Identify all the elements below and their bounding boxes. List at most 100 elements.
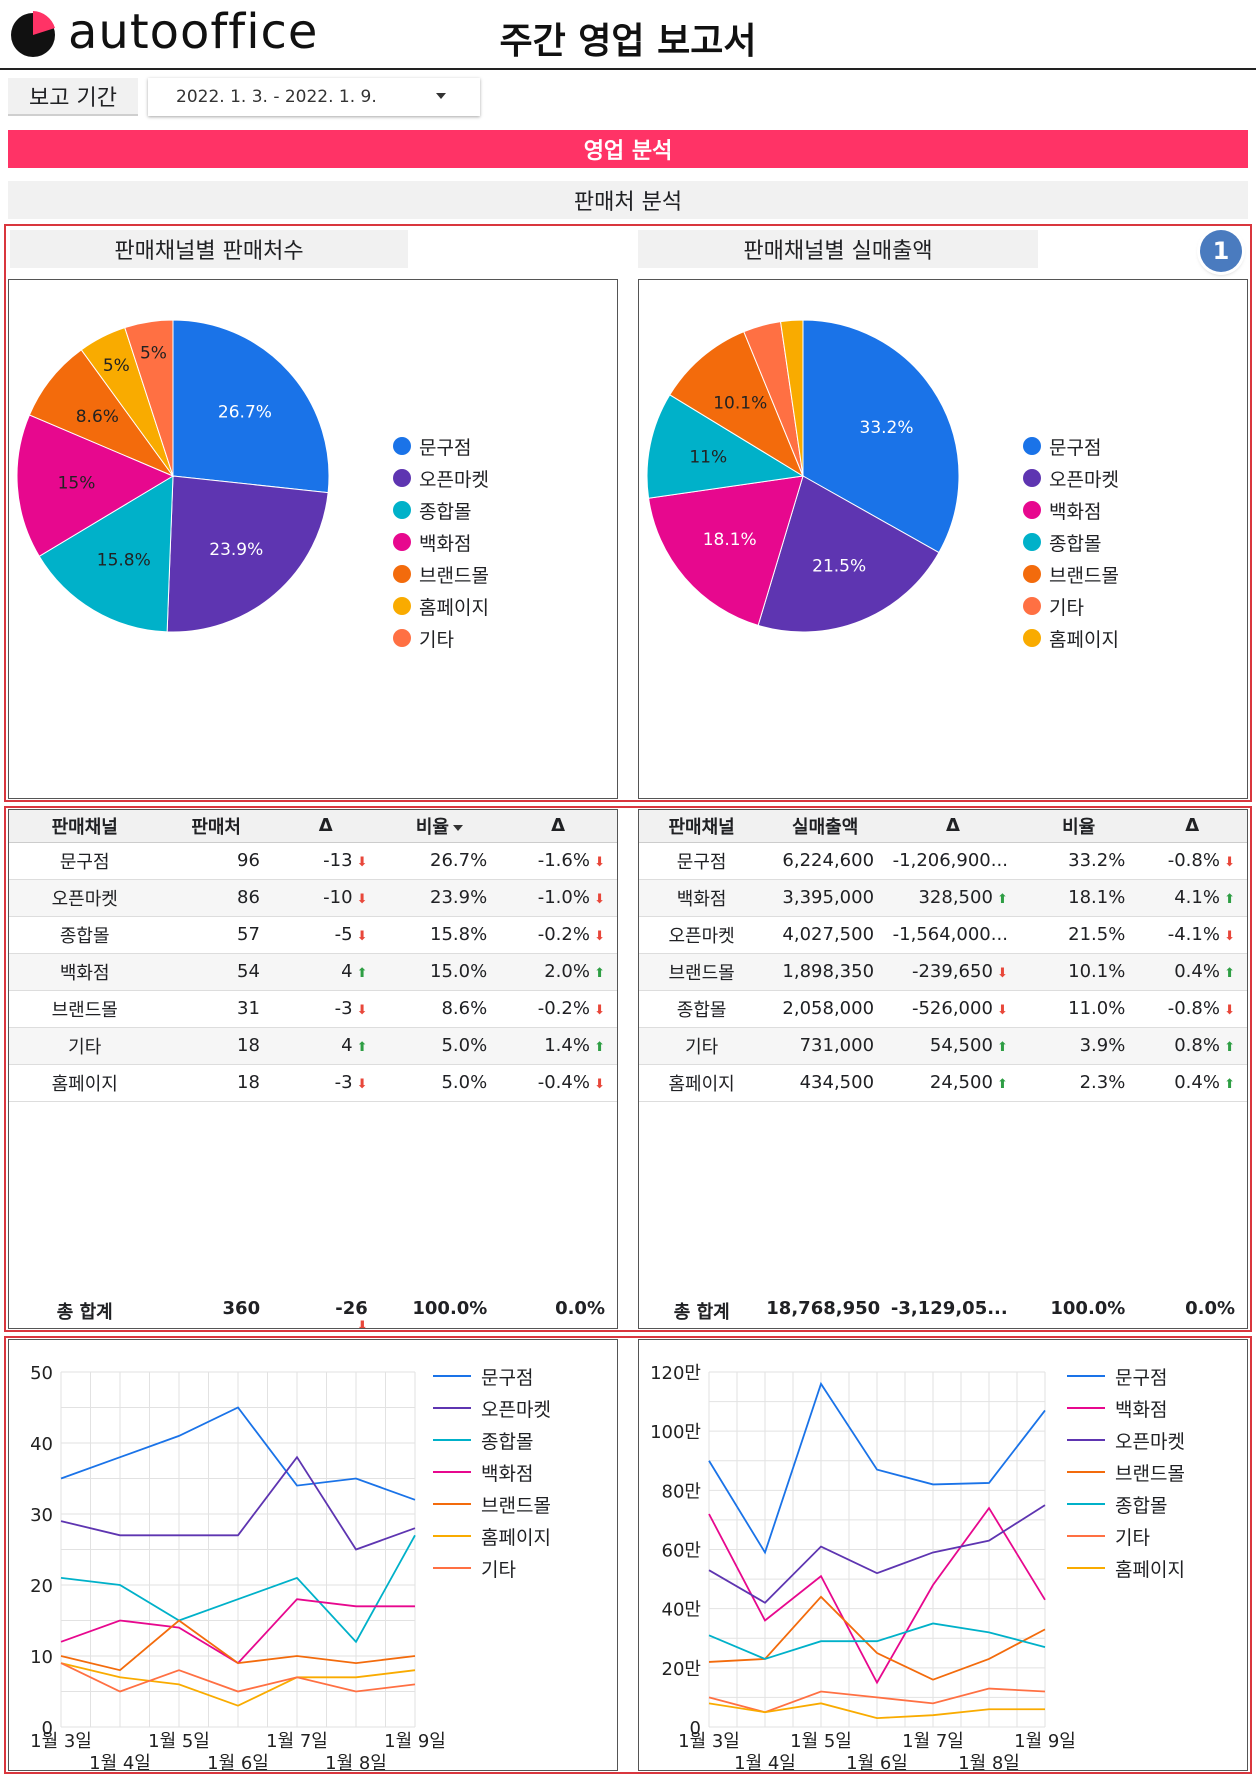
- pie-slice[interactable]: [779, 319, 804, 477]
- legend-item[interactable]: 오픈마켓: [393, 462, 489, 494]
- table-row[interactable]: 홈페이지 434,500 24,500 ⬆ 2.3% 0.4% ⬆: [639, 1064, 1247, 1102]
- pie-slice[interactable]: [38, 475, 174, 633]
- legend-item[interactable]: 종합몰: [393, 494, 489, 526]
- cell-channel: 오픈마켓: [639, 916, 765, 954]
- column-header-channel[interactable]: 판매채널: [639, 810, 765, 843]
- legend-item[interactable]: 기타: [393, 622, 489, 654]
- table-row[interactable]: 기타 731,000 54,500 ⬆ 3.9% 0.8% ⬆: [639, 1027, 1247, 1065]
- legend-item[interactable]: 브랜드몰: [1067, 1456, 1185, 1488]
- column-header-delta[interactable]: Δ: [886, 810, 1020, 843]
- table-row[interactable]: 브랜드몰 31 -3 ⬇ 8.6% -0.2% ⬇: [9, 990, 617, 1028]
- right-line-panel[interactable]: 0 20만 40만 60만 80만 100만 120만 1월 3일 1월 4일 1월 5일 1월 6…: [638, 1339, 1248, 1771]
- right-pie-panel[interactable]: 33.2% 21.5% 18.1% 11% 10.1% 문구점 오픈마켓 백화점 종합몰 브랜드…: [638, 279, 1248, 799]
- series-line[interactable]: [708, 1506, 1046, 1685]
- series-line[interactable]: [708, 1504, 1046, 1604]
- table-row[interactable]: 문구점 96 -13 ⬇ 26.7% -1.6% ⬇: [9, 842, 617, 880]
- report-period-dropdown[interactable]: 2022. 1. 3. - 2022. 1. 9.: [148, 78, 480, 116]
- series-line[interactable]: [60, 1534, 416, 1644]
- table-row[interactable]: 종합몰 57 -5 ⬇ 15.8% -0.2% ⬇: [9, 916, 617, 954]
- left-line-panel[interactable]: 0 10 20 30 40 50 1월 3일 1월 4일 1월 5일 1월 6일 1월 7일 1월 8…: [8, 1339, 618, 1771]
- table-row[interactable]: 홈페이지 18 -3 ⬇ 5.0% -0.4% ⬇: [9, 1064, 617, 1102]
- table-row[interactable]: 오픈마켓 4,027,500 -1,564,000... 21.5% -4.1% ⬇: [639, 916, 1247, 954]
- column-header-ratio-delta[interactable]: Δ: [1137, 810, 1247, 843]
- legend-dot-icon: [393, 565, 411, 583]
- pie-slice[interactable]: [16, 414, 175, 557]
- legend-item[interactable]: 오픈마켓: [1067, 1424, 1185, 1456]
- cell-value: 4,027,500: [764, 916, 887, 954]
- cell-ratio: 11.0%: [1019, 990, 1138, 1028]
- legend-item[interactable]: 기타: [433, 1552, 551, 1584]
- legend-item[interactable]: 종합몰: [1067, 1488, 1185, 1520]
- pie-slice[interactable]: [28, 349, 175, 478]
- table-row[interactable]: 문구점 6,224,600 -1,206,900... 33.2% -0.8% ⬇: [639, 842, 1247, 880]
- table-row[interactable]: 브랜드몰 1,898,350 -239,650 ⬇ 10.1% 0.4% ⬆: [639, 953, 1247, 991]
- column-header-delta[interactable]: Δ: [271, 810, 380, 843]
- series-line[interactable]: [60, 1455, 416, 1551]
- series-line[interactable]: [708, 1381, 1046, 1555]
- legend-label: 종합몰: [1049, 532, 1102, 555]
- y-tick-label: 120만: [650, 1363, 701, 1384]
- pie-slice[interactable]: [172, 319, 330, 494]
- legend-item[interactable]: 백화점: [1067, 1392, 1185, 1424]
- series-line[interactable]: [60, 1406, 416, 1501]
- legend-line-icon: [433, 1471, 471, 1473]
- column-header-ratio[interactable]: 비율: [379, 810, 500, 843]
- pie-slice[interactable]: [648, 475, 804, 627]
- series-line[interactable]: [60, 1662, 416, 1707]
- legend-item[interactable]: 종합몰: [433, 1424, 551, 1456]
- pie-slice-label: 15.8%: [97, 550, 151, 570]
- legend-line-icon: [433, 1567, 471, 1569]
- pie-slice[interactable]: [802, 319, 960, 554]
- cell-ratio: 2.3%: [1019, 1064, 1138, 1102]
- x-tick-label: 1월 4일: [734, 1753, 796, 1770]
- legend-item[interactable]: 종합몰: [1023, 526, 1119, 558]
- legend-item[interactable]: 오픈마켓: [433, 1392, 551, 1424]
- column-header-ratio[interactable]: 비율: [1019, 810, 1138, 843]
- pie-slice[interactable]: [757, 475, 940, 633]
- column-header-revenue[interactable]: 실매출액: [764, 810, 887, 843]
- pie-slice[interactable]: [124, 319, 174, 477]
- legend-item[interactable]: 문구점: [393, 430, 489, 462]
- table-row[interactable]: 기타 18 4 ⬆ 5.0% 1.4% ⬆: [9, 1027, 617, 1065]
- left-pie-title: 판매채널별 판매처수: [10, 230, 408, 268]
- series-line[interactable]: [708, 1702, 1045, 1720]
- legend-item[interactable]: 문구점: [1067, 1360, 1185, 1392]
- legend-item[interactable]: 문구점: [433, 1360, 551, 1392]
- legend-item[interactable]: 백화점: [433, 1456, 551, 1488]
- legend-item[interactable]: 백화점: [1023, 494, 1119, 526]
- legend-item[interactable]: 브랜드몰: [393, 558, 489, 590]
- series-line[interactable]: [708, 1622, 1046, 1660]
- legend-item[interactable]: 기타: [1067, 1520, 1185, 1552]
- series-line[interactable]: [60, 1619, 416, 1672]
- x-tick-label: 1월 6일: [207, 1753, 269, 1770]
- cell-ratio-delta-value: -0.8%: [1167, 850, 1220, 871]
- legend-item[interactable]: 브랜드몰: [1023, 558, 1119, 590]
- cell-value: 18: [160, 1064, 272, 1102]
- legend-item[interactable]: 홈페이지: [1067, 1552, 1185, 1584]
- series-line[interactable]: [60, 1662, 416, 1693]
- legend-item[interactable]: 브랜드몰: [433, 1488, 551, 1520]
- legend-item[interactable]: 오픈마켓: [1023, 462, 1119, 494]
- legend-item[interactable]: 문구점: [1023, 430, 1119, 462]
- legend-item[interactable]: 백화점: [393, 526, 489, 558]
- legend-item[interactable]: 홈페이지: [433, 1520, 551, 1552]
- revenue-table: 판매채널 실매출액 Δ 비율 Δ 문구점 6,224,600 -1,206,900.…: [639, 810, 1247, 1102]
- y-tick-label: 40: [30, 1434, 53, 1455]
- cell-channel: 문구점: [639, 842, 765, 880]
- column-header-channel[interactable]: 판매채널: [9, 810, 161, 843]
- legend-item[interactable]: 홈페이지: [393, 590, 489, 622]
- right-line-legend: 문구점 백화점 오픈마켓 브랜드몰 종합몰 기타 홈페이지: [1067, 1360, 1185, 1584]
- table-row[interactable]: 오픈마켓 86 -10 ⬇ 23.9% -1.0% ⬇: [9, 879, 617, 917]
- legend-item[interactable]: 기타: [1023, 590, 1119, 622]
- table-row[interactable]: 백화점 3,395,000 328,500 ⬆ 18.1% 4.1% ⬆: [639, 879, 1247, 917]
- pie-slice[interactable]: [166, 475, 329, 633]
- column-header-seller-count[interactable]: 판매처: [160, 810, 272, 843]
- legend-item[interactable]: 홈페이지: [1023, 622, 1119, 654]
- pie-slice[interactable]: [646, 394, 805, 499]
- table-row[interactable]: 종합몰 2,058,000 -526,000 ⬇ 11.0% -0.8% ⬇: [639, 990, 1247, 1028]
- pie-slice[interactable]: [669, 331, 805, 478]
- table-row[interactable]: 백화점 54 4 ⬆ 15.0% 2.0% ⬆: [9, 953, 617, 991]
- left-pie-panel[interactable]: 26.7% 23.9% 15.8% 15% 8.6% 5% 5% 문구점 오픈마켓 종합몰 백화점…: [8, 279, 618, 799]
- column-header-ratio-delta[interactable]: Δ: [499, 810, 617, 843]
